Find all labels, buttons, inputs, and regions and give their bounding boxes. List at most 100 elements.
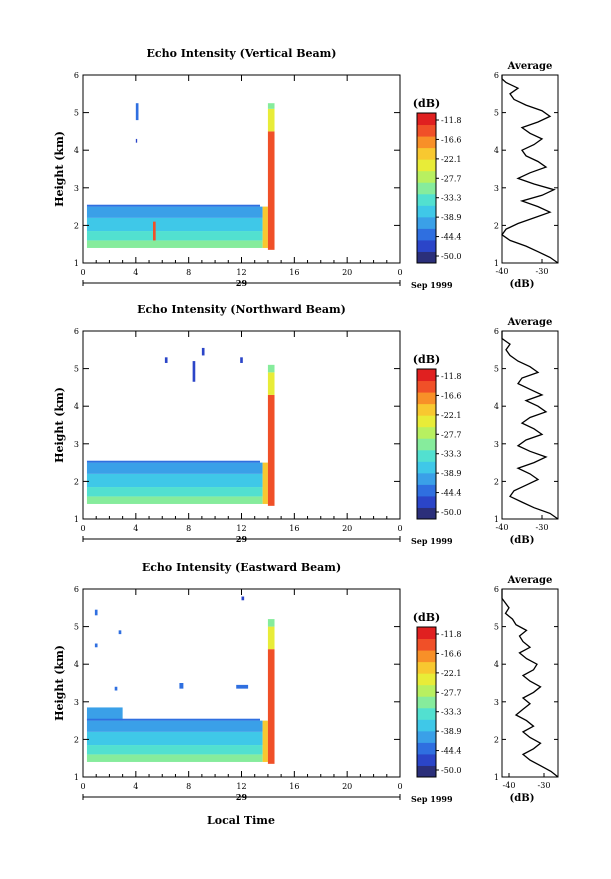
heatmap-cell (164, 357, 168, 363)
heatmap-cell (267, 649, 275, 764)
heatmap-cell (267, 131, 275, 250)
heatmap-cell (240, 357, 243, 363)
colorbar-tick-label: -38.9 (441, 469, 462, 478)
colorbar-swatch (417, 765, 436, 778)
x-tick-label: 8 (186, 268, 191, 277)
y-tick-label: 5 (74, 623, 79, 632)
x-tick-label: 20 (342, 524, 352, 533)
date-label: Sep 1999 (411, 794, 453, 804)
colorbar-tick-label: -50.0 (441, 252, 462, 261)
profile-y-tick-label: 4 (494, 660, 499, 669)
profile-y-tick-label: 5 (494, 623, 499, 632)
y-tick-label: 3 (74, 698, 79, 707)
colorbar-swatch (417, 449, 436, 462)
colorbar-swatch (417, 239, 436, 252)
chart-title: Echo Intensity (Eastward Beam) (142, 561, 341, 574)
x-tick-label: 4 (133, 524, 138, 533)
x-tick-label: 0 (80, 524, 85, 533)
heatmap-cell (262, 462, 268, 504)
y-tick-label: 4 (74, 146, 79, 155)
profile-y-tick-label: 2 (494, 221, 499, 230)
x-axis-label: Local Time (207, 814, 275, 827)
heatmap-cell (86, 240, 263, 248)
x-tick-label: 12 (236, 268, 246, 277)
y-tick-label: 1 (74, 259, 79, 268)
colorbar-tick-label: -11.8 (441, 630, 462, 639)
profile-y-tick-label: 1 (494, 773, 499, 782)
colorbar-swatch (417, 472, 436, 485)
colorbar-frame (416, 112, 437, 264)
colorbar-tick-label: -16.6 (441, 649, 462, 658)
profile-y-tick-label: 3 (494, 698, 499, 707)
heatmap-cell (86, 707, 123, 721)
colorbar-swatch (417, 730, 436, 743)
colorbar-swatch (417, 495, 436, 508)
date-day: 29 (236, 792, 248, 802)
colorbar-swatch (417, 461, 436, 474)
heatmap-cell (86, 745, 263, 755)
colorbar-tick-label: -22.1 (441, 669, 462, 678)
profile-line (501, 75, 559, 264)
x-tick-label: 4 (133, 268, 138, 277)
y-tick-label: 2 (74, 221, 79, 230)
y-tick-label: 3 (74, 184, 79, 193)
colorbar-swatch (417, 170, 436, 183)
colorbar-swatch (417, 426, 436, 439)
colorbar-tick-label: -33.3 (441, 708, 462, 717)
heatmap-cell (267, 394, 275, 506)
x-tick-label: 8 (186, 782, 191, 791)
colorbar-unit: (dB) (413, 353, 440, 366)
heatmap-cell (267, 364, 275, 373)
profile-title: Average (507, 61, 553, 72)
heatmap-cell (267, 626, 275, 650)
colorbar-tick-label: -50.0 (441, 766, 462, 775)
heatmap-cell (267, 108, 275, 132)
colorbar-tick-label: -33.3 (441, 450, 462, 459)
colorbar-tick-label: -38.9 (441, 727, 462, 736)
chart-title: Echo Intensity (Vertical Beam) (146, 47, 336, 60)
colorbar-swatch (417, 638, 436, 651)
x-tick-label: 8 (186, 524, 191, 533)
heatmap-cell (86, 496, 263, 504)
x-tick-label: 12 (236, 782, 246, 791)
profile-line (501, 589, 559, 778)
heatmap-cell (267, 372, 275, 395)
y-axis-label: Height (km) (53, 645, 66, 721)
profile-x-label: (dB) (510, 793, 535, 804)
profile-x-tick-label: -40 (503, 781, 516, 790)
heatmap-cell (94, 643, 98, 648)
y-tick-label: 5 (74, 365, 79, 374)
y-tick-label: 2 (74, 477, 79, 486)
heatmap-cell (179, 683, 184, 689)
profile-line (501, 331, 559, 520)
x-tick-label: 16 (289, 524, 299, 533)
colorbar-unit: (dB) (413, 97, 440, 110)
colorbar-swatch (417, 113, 436, 126)
heatmap-cell (241, 596, 245, 601)
chart-title: Echo Intensity (Northward Beam) (137, 303, 346, 316)
x-tick-label: 16 (289, 782, 299, 791)
colorbar-tick-label: -16.6 (441, 135, 462, 144)
profile-y-tick-label: 1 (494, 515, 499, 524)
colorbar-swatch (417, 403, 436, 416)
colorbar-tick-label: -16.6 (441, 391, 462, 400)
colorbar-swatch (417, 684, 436, 697)
heatmap-cell (262, 206, 268, 248)
x-tick-label: 20 (342, 268, 352, 277)
y-tick-label: 1 (74, 773, 79, 782)
heatmap-cell (86, 731, 263, 746)
colorbar-swatch (417, 650, 436, 663)
colorbar-swatch (417, 369, 436, 382)
profile-x-tick-label: -40 (496, 523, 509, 532)
panel-2: Echo Intensity (Northward Beam)123456Hei… (53, 303, 559, 546)
y-tick-label: 4 (74, 402, 79, 411)
colorbar-tick-label: -44.4 (441, 233, 462, 242)
date-day: 29 (236, 534, 248, 544)
colorbar-swatch (417, 661, 436, 674)
date-label: Sep 1999 (411, 536, 453, 546)
panel-1: Echo Intensity (Vertical Beam)123456Heig… (53, 47, 559, 290)
heatmap-cell (262, 720, 268, 762)
panel-3: Echo Intensity (Eastward Beam)123456Heig… (53, 561, 559, 804)
colorbar-swatch (417, 182, 436, 195)
profile-y-tick-label: 1 (494, 259, 499, 268)
